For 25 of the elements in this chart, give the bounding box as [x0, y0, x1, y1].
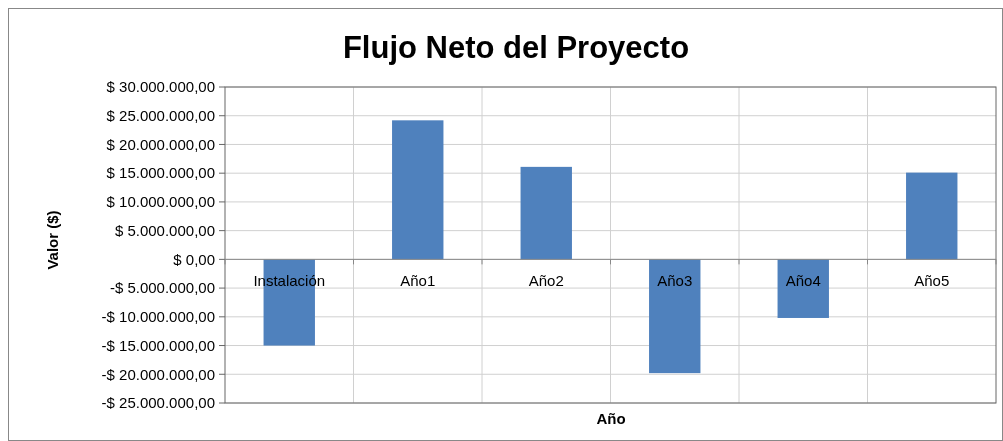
bar [649, 259, 701, 374]
y-tick-label: $ 25.000.000,00 [106, 106, 215, 124]
bar [520, 166, 572, 260]
x-axis-title: Año [596, 410, 626, 427]
bar [906, 172, 958, 260]
chart-title: Flujo Neto del Proyecto [342, 30, 690, 65]
y-tick-label: $ 20.000.000,00 [106, 135, 215, 153]
x-tick-label: Año5 [914, 272, 950, 290]
y-tick-label: -$ 20.000.000,00 [101, 365, 215, 383]
y-tick-label: -$ 25.000.000,00 [101, 394, 215, 412]
y-tick-label: -$ 15.000.000,00 [101, 336, 215, 354]
x-tick-label: Año4 [785, 272, 821, 290]
bar [777, 259, 829, 318]
y-tick-label: $ 0,00 [173, 250, 215, 268]
y-tick-label: $ 15.000.000,00 [106, 164, 215, 182]
bar [392, 120, 444, 260]
y-tick-label: -$ 5.000.000,00 [109, 279, 215, 297]
y-axis-title: Valor ($) [44, 210, 61, 270]
x-tick-label: Año3 [657, 272, 693, 290]
y-tick-label: $ 10.000.000,00 [106, 193, 215, 211]
x-tick-label: Año2 [528, 272, 564, 290]
y-tick-label: -$ 10.000.000,00 [101, 308, 215, 326]
y-tick-label: $ 5.000.000,00 [114, 221, 215, 239]
y-tick-label: $ 30.000.000,00 [106, 78, 215, 96]
x-tick-label: Año1 [400, 272, 436, 290]
